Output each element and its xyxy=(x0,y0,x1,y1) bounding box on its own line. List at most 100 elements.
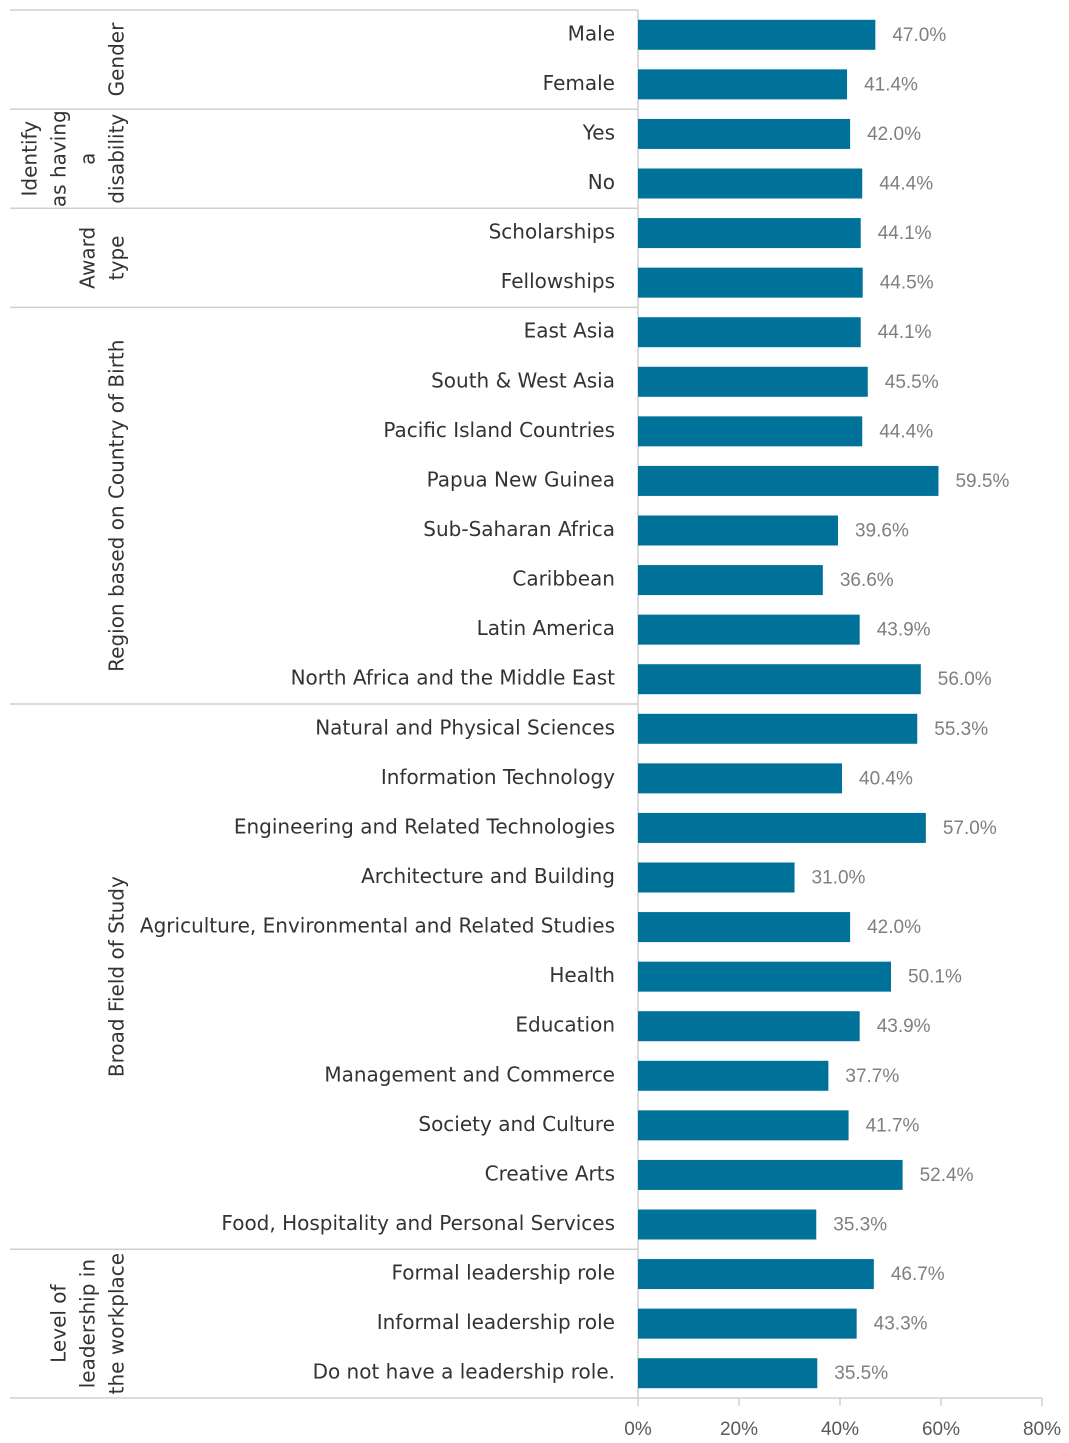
value-label: 44.1% xyxy=(878,223,932,244)
category-label: Scholarships xyxy=(489,220,615,244)
value-label: 42.0% xyxy=(867,124,921,145)
bar xyxy=(638,465,939,496)
category-label: Sub-Saharan Africa xyxy=(423,517,615,541)
category-label: Society and Culture xyxy=(418,1112,615,1136)
bar xyxy=(638,664,921,695)
bar xyxy=(638,416,863,447)
category-label: Female xyxy=(543,71,615,95)
bar xyxy=(638,267,863,298)
value-label: 42.0% xyxy=(867,917,921,938)
category-label: Latin America xyxy=(477,616,615,640)
bar xyxy=(638,218,861,249)
bar xyxy=(638,1259,874,1290)
category-label: Male xyxy=(568,21,615,45)
bar xyxy=(638,1159,903,1190)
bar xyxy=(638,168,863,199)
category-label: Formal leadership role xyxy=(392,1261,615,1285)
category-label: Information Technology xyxy=(381,765,615,789)
category-label: Papua New Guinea xyxy=(427,467,615,491)
category-label: South & West Asia xyxy=(431,368,615,392)
group-label: Identify xyxy=(18,121,42,197)
value-label: 59.5% xyxy=(955,471,1009,492)
x-tick-label: 60% xyxy=(922,1419,960,1440)
group-label: the workplace xyxy=(105,1253,129,1394)
category-label: Management and Commerce xyxy=(324,1062,615,1086)
group-label: leadership in xyxy=(76,1259,100,1388)
group-label: Region based on Country of Birth xyxy=(105,340,129,672)
category-label: Health xyxy=(549,963,615,987)
bar xyxy=(638,1358,818,1389)
category-label: Food, Hospitality and Personal Services xyxy=(221,1211,615,1235)
category-label: Informal leadership role xyxy=(377,1310,615,1334)
category-label: No xyxy=(588,170,615,194)
value-label: 55.3% xyxy=(934,719,988,740)
bar xyxy=(638,118,851,149)
category-label: Yes xyxy=(582,120,615,144)
value-label: 44.4% xyxy=(879,421,933,442)
bar xyxy=(638,1308,857,1339)
group-label: a xyxy=(76,153,100,165)
category-label: Engineering and Related Technologies xyxy=(234,814,615,838)
group-label: disability xyxy=(105,114,129,204)
value-label: 31.0% xyxy=(812,868,866,889)
x-tick-label: 20% xyxy=(720,1419,758,1440)
bar xyxy=(638,19,876,50)
x-tick-label: 80% xyxy=(1023,1419,1061,1440)
value-label: 44.4% xyxy=(879,174,933,195)
value-label: 57.0% xyxy=(943,818,997,839)
x-tick-label: 40% xyxy=(821,1419,859,1440)
category-label: Creative Arts xyxy=(485,1161,615,1185)
value-label: 44.1% xyxy=(878,322,932,343)
category-label: Natural and Physical Sciences xyxy=(315,715,615,739)
category-label: East Asia xyxy=(524,319,615,343)
group-label: Broad Field of Study xyxy=(105,876,129,1077)
category-label: Agriculture, Environmental and Related S… xyxy=(140,914,615,938)
value-label: 52.4% xyxy=(920,1165,974,1186)
value-label: 45.5% xyxy=(885,372,939,393)
category-label: Architecture and Building xyxy=(361,864,615,888)
group-label: Level of xyxy=(47,1283,71,1362)
bar xyxy=(638,69,848,100)
value-label: 43.9% xyxy=(877,620,931,641)
group-label: Award xyxy=(76,227,100,289)
bar xyxy=(638,812,926,843)
value-label: 41.7% xyxy=(866,1115,920,1136)
bar xyxy=(638,1209,817,1240)
bar xyxy=(638,366,868,397)
value-label: 56.0% xyxy=(938,669,992,690)
value-label: 35.3% xyxy=(833,1215,887,1236)
value-label: 50.1% xyxy=(908,967,962,988)
category-label: Do not have a leadership role. xyxy=(313,1360,615,1384)
value-label: 47.0% xyxy=(892,25,946,46)
bar xyxy=(638,763,843,794)
category-label: Caribbean xyxy=(512,567,615,591)
category-label: Pacific Island Countries xyxy=(383,418,615,442)
bar xyxy=(638,614,860,645)
value-label: 40.4% xyxy=(859,768,913,789)
group-label: as having xyxy=(47,110,71,207)
bar xyxy=(638,912,851,943)
value-label: 37.7% xyxy=(845,1066,899,1087)
bar xyxy=(638,961,892,992)
bar xyxy=(638,565,823,596)
bar xyxy=(638,862,795,893)
value-label: 46.7% xyxy=(891,1264,945,1285)
value-label: 43.9% xyxy=(877,1016,931,1037)
x-tick-label: 0% xyxy=(624,1419,652,1440)
value-label: 36.6% xyxy=(840,570,894,591)
value-label: 41.4% xyxy=(864,74,918,95)
value-label: 35.5% xyxy=(834,1363,888,1384)
bar xyxy=(638,1110,849,1141)
value-label: 43.3% xyxy=(874,1314,928,1335)
group-label: Gender xyxy=(105,22,129,96)
bar xyxy=(638,317,861,348)
category-label: Fellowships xyxy=(501,269,615,293)
value-label: 44.5% xyxy=(880,273,934,294)
bar xyxy=(638,1060,829,1091)
group-label: type xyxy=(105,236,129,281)
bar xyxy=(638,1011,860,1042)
category-label: North Africa and the Middle East xyxy=(291,666,616,690)
bar xyxy=(638,713,918,744)
bar xyxy=(638,515,838,546)
